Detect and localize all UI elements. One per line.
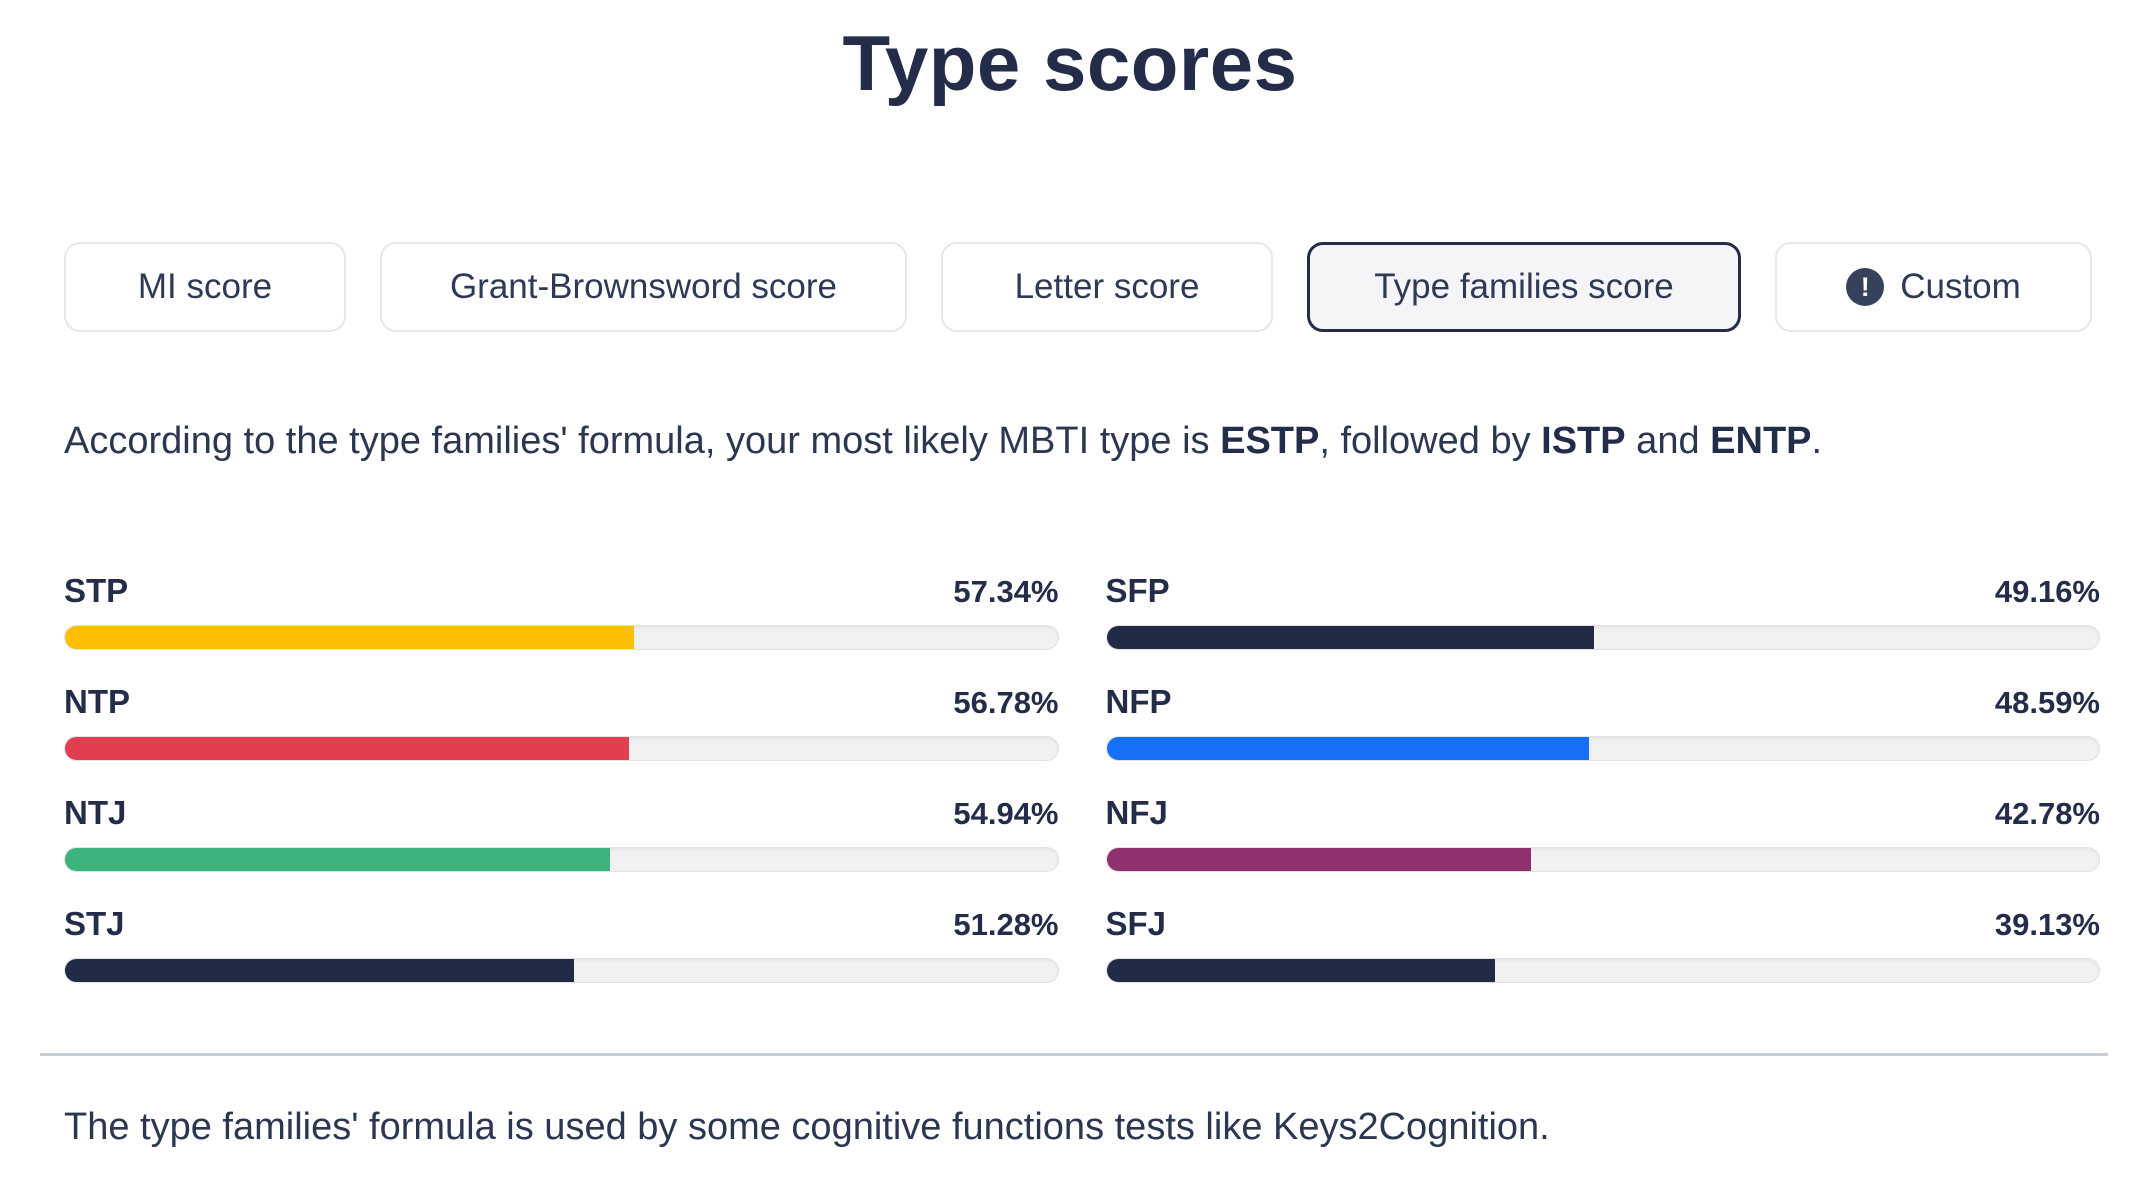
summary-prefix: According to the type families' formula,… xyxy=(64,420,1221,462)
score-row-nfj: NFJ 42.78% xyxy=(1105,794,2100,872)
tab-letter-score[interactable]: Letter score xyxy=(941,242,1273,332)
tab-label: Custom xyxy=(1900,267,2021,306)
progress-fill xyxy=(1106,626,1595,649)
tab-type-families-score[interactable]: Type families score xyxy=(1307,242,1741,332)
type-family-percent: 39.13% xyxy=(1994,907,2100,942)
progress-fill xyxy=(1106,737,1589,760)
progress-track xyxy=(1105,736,2100,761)
progress-fill xyxy=(1106,848,1532,871)
type-family-label: SFJ xyxy=(1105,905,1167,942)
tab-label: Grant-Brownsword score xyxy=(449,267,838,306)
progress-track xyxy=(1105,625,2100,650)
type-family-percent: 48.59% xyxy=(1994,685,2100,720)
bars-right-column: SFP 49.16% NFP 48.59% NFJ 42 xyxy=(1105,572,2100,1016)
second-type: ISTP xyxy=(1541,420,1626,462)
tab-label: Type families score xyxy=(1374,267,1674,306)
progress-track xyxy=(64,847,1059,872)
progress-track xyxy=(64,736,1059,761)
summary-suffix: . xyxy=(1811,420,1823,462)
progress-fill xyxy=(65,626,635,649)
top-type: ESTP xyxy=(1220,420,1320,462)
progress-track xyxy=(64,625,1059,650)
progress-fill xyxy=(1106,959,1495,982)
tab-custom[interactable]: ! Custom xyxy=(1775,242,2092,332)
type-family-label: NFP xyxy=(1105,683,1172,720)
type-family-bars: STP 57.34% NTP 56.78% NTJ 54 xyxy=(64,572,2100,1016)
type-family-label: SFP xyxy=(1105,572,1170,609)
type-family-label: STP xyxy=(64,572,129,609)
section-divider xyxy=(40,1053,2108,1056)
score-row-stj: STJ 51.28% xyxy=(64,905,1059,983)
type-family-label: NTJ xyxy=(64,794,127,831)
progress-fill xyxy=(65,737,629,760)
tab-label: MI score xyxy=(137,267,273,306)
type-family-label: STJ xyxy=(64,905,125,942)
score-tabs: MI score Grant-Brownsword score Letter s… xyxy=(64,242,2092,332)
progress-track xyxy=(1105,958,2100,983)
tab-grant-brownsword-score[interactable]: Grant-Brownsword score xyxy=(380,242,907,332)
score-row-sfj: SFJ 39.13% xyxy=(1105,905,2100,983)
tab-label: Letter score xyxy=(1014,267,1200,306)
bars-left-column: STP 57.34% NTP 56.78% NTJ 54 xyxy=(64,572,1059,1016)
type-family-percent: 51.28% xyxy=(953,907,1059,942)
type-family-percent: 42.78% xyxy=(1994,796,2100,831)
result-summary: According to the type families' formula,… xyxy=(64,418,1822,466)
page-title: Type scores xyxy=(842,19,1298,107)
type-family-percent: 54.94% xyxy=(953,796,1059,831)
progress-fill xyxy=(65,959,574,982)
score-row-ntp: NTP 56.78% xyxy=(64,683,1059,761)
progress-fill xyxy=(65,848,611,871)
exclamation-circle-icon: ! xyxy=(1846,268,1885,306)
score-row-nfp: NFP 48.59% xyxy=(1105,683,2100,761)
type-family-label: NTP xyxy=(64,683,130,720)
type-family-label: NFJ xyxy=(1105,794,1168,831)
progress-track xyxy=(1105,847,2100,872)
third-type: ENTP xyxy=(1710,420,1812,462)
score-row-stp: STP 57.34% xyxy=(64,572,1059,650)
formula-note: The type families' formula is used by so… xyxy=(64,1106,1550,1148)
progress-track xyxy=(64,958,1059,983)
type-family-percent: 57.34% xyxy=(953,574,1059,609)
type-family-percent: 56.78% xyxy=(953,685,1059,720)
score-row-sfp: SFP 49.16% xyxy=(1105,572,2100,650)
summary-mid2: and xyxy=(1625,420,1711,462)
tab-mi-score[interactable]: MI score xyxy=(64,242,346,332)
type-family-percent: 49.16% xyxy=(1994,574,2100,609)
summary-mid1: , followed by xyxy=(1319,420,1542,462)
score-row-ntj: NTJ 54.94% xyxy=(64,794,1059,872)
